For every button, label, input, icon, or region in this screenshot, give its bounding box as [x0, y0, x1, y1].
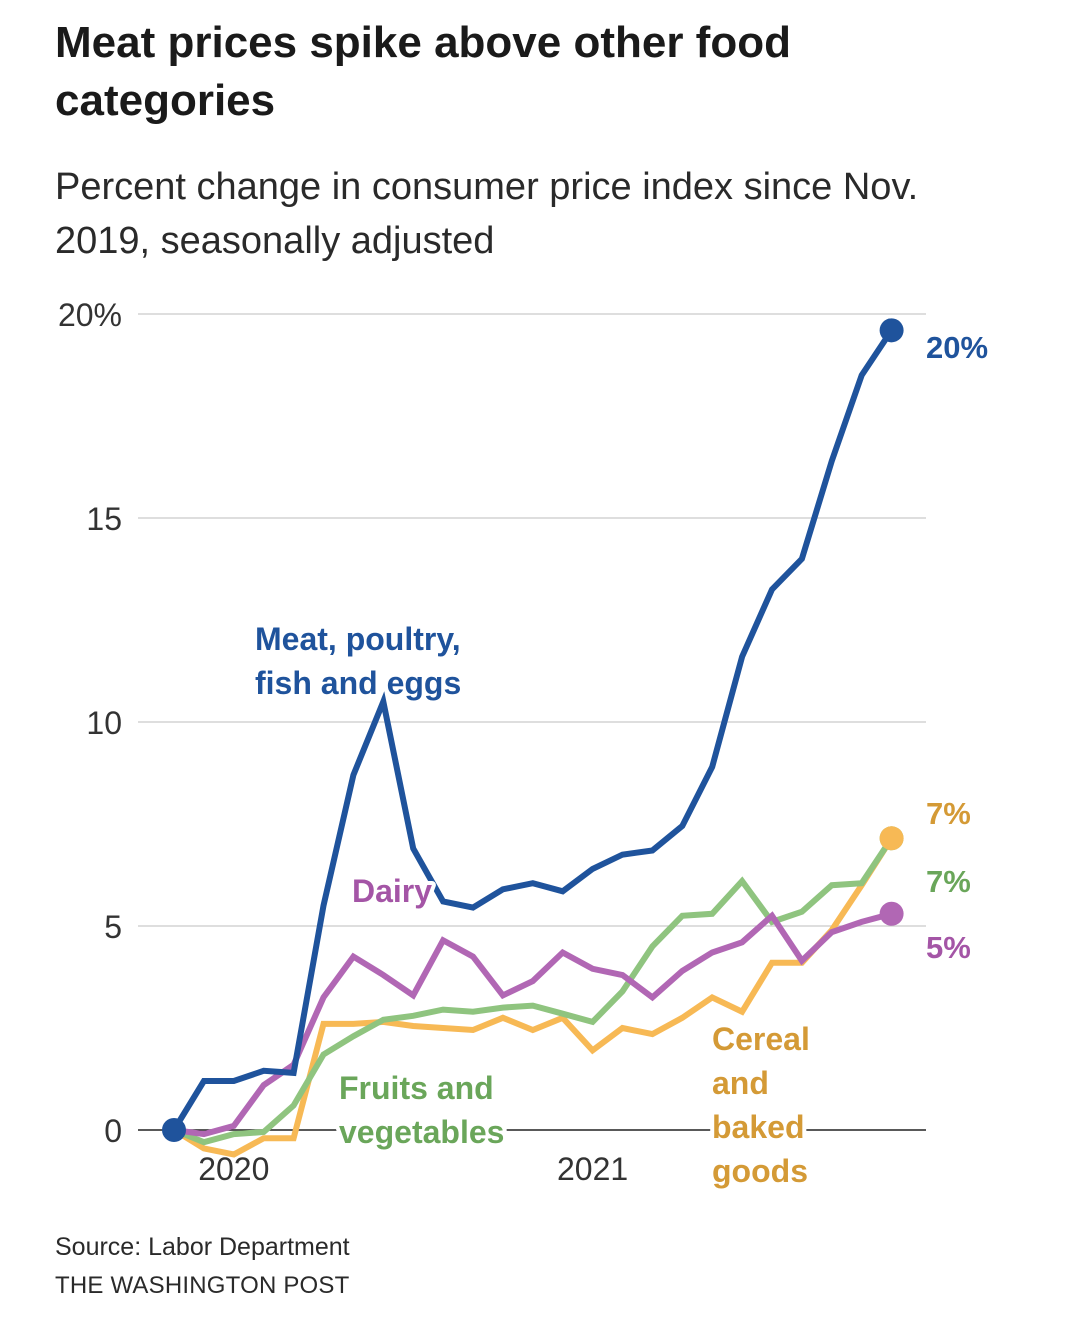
series-labels: Meat, poultry, fish and eggs 20% Fruits and… — [251, 330, 988, 1193]
series-label: baked — [712, 1109, 804, 1145]
series-line — [172, 836, 895, 1158]
series-label: Meat, poultry, — [255, 621, 461, 657]
y-axis-ticks: 0 5 10 15 20% — [58, 297, 122, 1149]
series-end-point — [879, 901, 904, 926]
series-end-label: 20% — [926, 330, 988, 365]
x-axis-ticks: 2020 2021 — [198, 1151, 628, 1187]
series-label: fish and eggs — [255, 665, 461, 701]
series-line — [172, 836, 895, 1146]
x-tick-label: 2021 — [557, 1151, 628, 1187]
chart-title: Meat prices spike above other food categ… — [55, 18, 791, 125]
y-tick-label: 5 — [104, 909, 122, 945]
series-lines — [171, 328, 895, 1158]
series-end-point — [879, 826, 904, 851]
series-label: vegetables — [339, 1114, 504, 1150]
gridlines — [138, 313, 926, 1131]
publisher-credit: THE WASHINGTON POST — [55, 1272, 350, 1299]
y-tick-label: 20% — [58, 297, 122, 333]
series-label: Dairy — [352, 873, 432, 909]
series-endpoints — [162, 318, 904, 1142]
series-label: and — [712, 1065, 769, 1101]
y-tick-label: 10 — [86, 705, 122, 741]
y-tick-label: 0 — [104, 1113, 122, 1149]
series-label: Fruits and — [339, 1070, 494, 1106]
series-end-label: 7% — [926, 864, 971, 899]
series-label: goods — [712, 1153, 808, 1189]
series-start-point — [162, 1118, 186, 1142]
series-end-point — [879, 318, 904, 343]
line-chart: 0 5 10 15 20% 2020 2021 Meat, poultry, fish an… — [58, 297, 988, 1193]
source-note: Source: Labor Department — [55, 1233, 350, 1261]
series-end-label: 7% — [926, 796, 971, 831]
chart-subtitle: Percent change in consumer price index s… — [55, 166, 919, 262]
series-label: Cereal — [712, 1021, 810, 1057]
y-tick-label: 15 — [86, 501, 122, 537]
series-line — [171, 328, 895, 1132]
series-end-label: 5% — [926, 930, 971, 965]
